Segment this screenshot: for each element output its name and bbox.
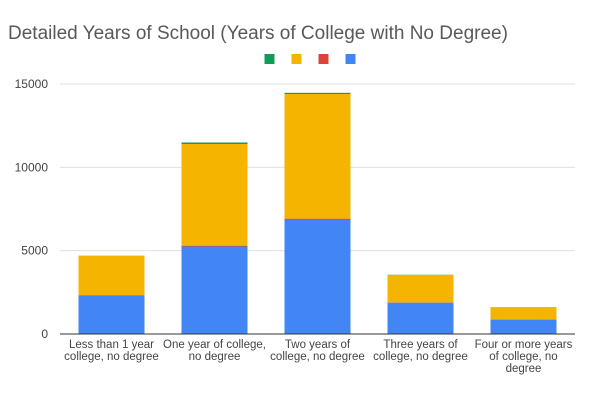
y-tick-label: 15000 [15,77,49,91]
y-tick-label: 10000 [15,160,49,174]
y-axis: 0 5000 10000 15000 [15,77,49,341]
x-category-label: One year of college,no degree [163,339,266,363]
bar-segment-series-3-cat-1 [182,143,248,145]
legend-swatch [346,54,356,64]
bar-segment-series-0-cat-4 [491,320,557,334]
bar-segment-series-0-cat-0 [79,296,145,334]
bar-segment-series-0-cat-1 [182,247,248,335]
bar-segment-series-3-cat-2 [285,93,351,94]
bar-segment-series-0-cat-2 [285,220,351,335]
bar-segment-series-1-cat-2 [285,219,351,220]
bar-segment-series-2-cat-1 [182,144,248,246]
bar-segment-series-2-cat-4 [491,307,557,319]
legend [265,54,356,64]
bar-segment-series-1-cat-1 [182,246,248,247]
bar-segment-series-1-cat-0 [79,296,145,297]
y-tick-label: 5000 [21,244,48,258]
bar-segment-series-2-cat-0 [79,256,145,296]
bar-segment-series-2-cat-3 [388,275,454,303]
legend-swatch [265,54,275,64]
chart-title: Detailed Years of School (Years of Colle… [8,23,508,44]
bar-segment-series-0-cat-3 [388,303,454,334]
legend-swatch [319,54,329,64]
bars [79,93,557,334]
legend-swatch [292,54,302,64]
y-tick-label: 0 [41,327,48,341]
bar-segment-series-2-cat-2 [285,94,351,219]
